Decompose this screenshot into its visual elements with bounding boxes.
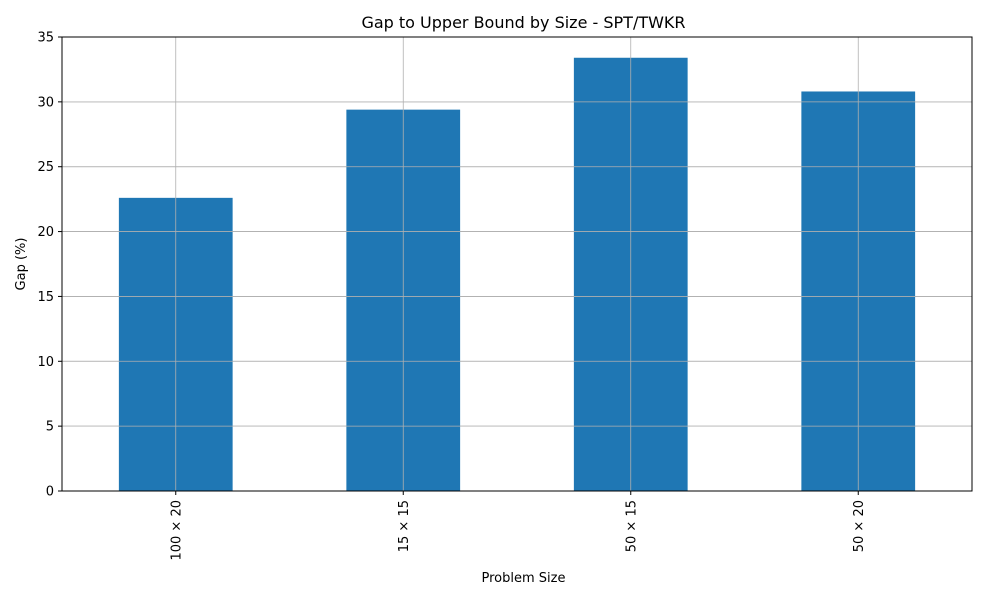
x-axis-ticks: 100 × 20 15 × 15 50 × 15 50 × 20 xyxy=(169,491,867,561)
y-tick-label: 5 xyxy=(46,420,54,435)
axes xyxy=(61,36,973,492)
x-tick-label: 50 × 20 xyxy=(852,500,867,552)
y-tick-label: 25 xyxy=(37,160,54,175)
y-axis-label: Gap (%) xyxy=(14,238,29,291)
x-tick-label: 100 × 20 xyxy=(169,500,184,561)
bars xyxy=(62,36,972,492)
y-tick-label: 20 xyxy=(37,225,54,240)
chart-title: Gap to Upper Bound by Size - SPT/TWKR xyxy=(361,13,685,32)
x-axis-label: Problem Size xyxy=(482,571,566,586)
y-tick-label: 15 xyxy=(37,290,54,305)
y-tick-label: 10 xyxy=(37,355,54,370)
plot-frame xyxy=(61,36,973,492)
x-tick-label: 15 × 15 xyxy=(397,500,412,552)
y-tick-label: 30 xyxy=(37,95,54,110)
y-tick-label: 35 xyxy=(37,31,54,46)
y-tick-label: 0 xyxy=(46,485,54,500)
x-tick-label: 50 × 15 xyxy=(624,500,639,552)
y-axis-ticks: 0 5 10 15 20 25 30 35 xyxy=(37,31,62,500)
